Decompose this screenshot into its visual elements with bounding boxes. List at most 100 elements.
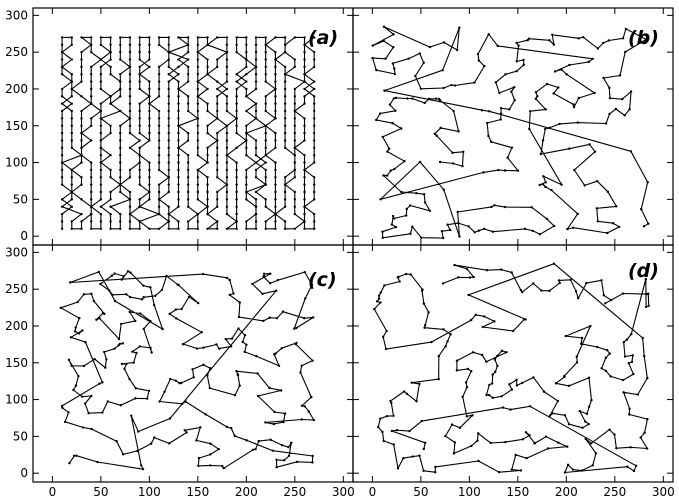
tour-point: [70, 43, 73, 47]
tour-point: [122, 274, 125, 278]
tour-point: [245, 168, 248, 172]
tour-point: [280, 347, 283, 350]
tour-point: [78, 316, 81, 320]
tour-point: [254, 73, 258, 76]
tour-point: [167, 73, 170, 76]
tour-point: [206, 190, 209, 194]
tour-point: [99, 183, 103, 186]
tour-point: [379, 291, 382, 294]
tour-point: [92, 299, 96, 303]
tour-point: [157, 183, 161, 186]
tour-point: [515, 384, 519, 387]
tour-point: [206, 124, 209, 127]
tour-point: [186, 154, 190, 157]
tour-point: [611, 222, 615, 225]
tour-point: [647, 292, 650, 295]
tour-point: [128, 220, 132, 223]
tour-point: [70, 124, 73, 127]
tour-point: [283, 80, 287, 83]
tour-point: [119, 227, 122, 231]
tour-point: [274, 161, 277, 164]
tour-point: [548, 414, 552, 417]
tour-point: [553, 70, 557, 73]
tour-point: [477, 459, 480, 463]
tour-point: [148, 183, 151, 186]
tour-point: [303, 95, 306, 98]
tour-point: [235, 220, 238, 223]
tour-point: [196, 73, 200, 76]
tour-point: [177, 198, 180, 201]
tour-point: [254, 190, 258, 194]
tour-point: [245, 50, 248, 54]
tour-point: [302, 316, 306, 320]
tour-point: [89, 212, 93, 216]
tour-point: [80, 124, 83, 127]
tour-point: [572, 103, 575, 106]
tour-point: [70, 87, 73, 91]
tour-point: [174, 308, 178, 311]
tour-point: [390, 223, 394, 226]
tour-point: [206, 102, 209, 105]
tour-point: [222, 466, 226, 470]
tour-point: [180, 307, 183, 311]
tour-point: [264, 205, 267, 208]
tour-point: [519, 288, 523, 292]
tour-point: [262, 272, 266, 275]
tour-point: [99, 198, 103, 201]
tour-point: [394, 225, 398, 229]
tour-point: [528, 127, 531, 131]
tour-point: [574, 290, 578, 293]
tour-point: [216, 220, 219, 223]
tour-point: [245, 146, 248, 150]
tour-point: [587, 376, 591, 379]
tour-point: [134, 397, 137, 400]
tour-point: [225, 65, 229, 69]
tour-point: [157, 154, 161, 157]
tour-point: [230, 426, 233, 430]
tour-point: [243, 350, 246, 354]
tour-point: [646, 417, 649, 421]
tour-point: [216, 190, 219, 194]
y-tick-label: 250: [5, 282, 28, 296]
tour-point: [70, 176, 73, 179]
tour-point: [149, 442, 153, 445]
tour-point: [283, 146, 287, 150]
tour-point: [604, 356, 608, 360]
tour-point: [128, 80, 132, 83]
tour-point: [60, 176, 64, 179]
tour-point: [104, 366, 107, 369]
tour-point: [157, 131, 161, 135]
tour-point: [544, 185, 547, 189]
tour-point: [455, 369, 459, 372]
tour-point: [300, 364, 303, 367]
tour-point: [238, 301, 241, 304]
tour-point: [499, 112, 503, 115]
tour-point: [618, 74, 622, 77]
tour-point: [70, 139, 73, 142]
tour-point: [128, 65, 132, 69]
tour-point: [204, 413, 207, 416]
tour-point: [80, 131, 83, 135]
tour-point: [274, 183, 277, 186]
tour-point: [119, 183, 122, 186]
tour-point: [148, 50, 151, 54]
tour-point: [60, 146, 64, 150]
tour-point: [462, 150, 465, 153]
tour-point: [61, 406, 64, 409]
tour-point: [208, 386, 212, 390]
tour-point: [558, 281, 561, 285]
tour-point: [608, 112, 611, 116]
tour-point: [621, 292, 625, 295]
tour-point: [89, 190, 93, 194]
tour-point: [313, 154, 316, 157]
tour-point: [441, 282, 445, 285]
tour-point: [521, 438, 525, 441]
tour-point: [303, 87, 306, 91]
tour-point: [251, 448, 255, 451]
tour-point: [303, 270, 306, 274]
tour-point: [119, 168, 122, 172]
tour-point: [313, 95, 316, 98]
tour-point: [490, 205, 493, 209]
x-tick-label: 300: [652, 485, 675, 499]
tour-point: [487, 134, 490, 138]
